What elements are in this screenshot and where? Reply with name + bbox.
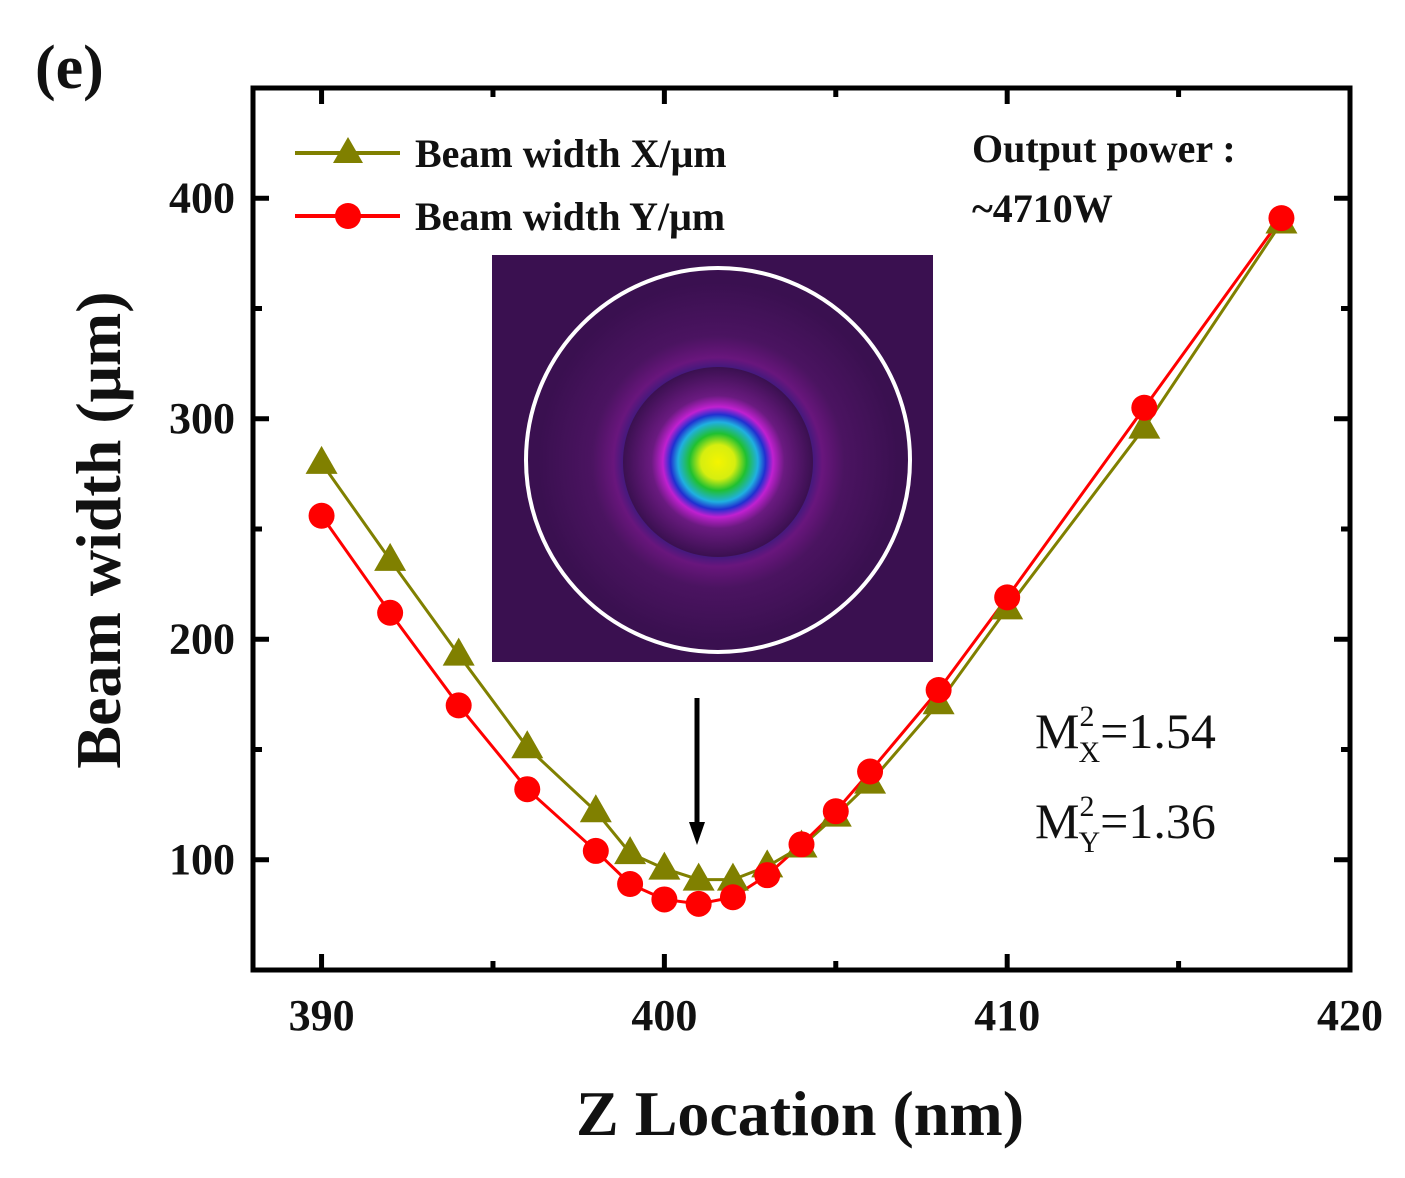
beam-circle-outline (524, 266, 912, 654)
beam-profile-inset (492, 255, 933, 662)
data-point-y (754, 862, 781, 889)
m2x-annotation: M2 X=1.54 (1035, 700, 1216, 769)
legend-label-x: Beam width X/μm (415, 131, 727, 176)
data-point-x (648, 851, 681, 880)
svg-text:M2X=1.54: M2 X=1.54 (1035, 700, 1216, 769)
data-point-y (514, 776, 541, 803)
data-point-y (377, 599, 404, 626)
data-point-y (582, 837, 609, 864)
x-tick-label: 400 (631, 991, 697, 1040)
svg-text:M2Y=1.36: M2 Y=1.36 (1035, 790, 1216, 859)
power-label: Output power : (972, 126, 1236, 171)
data-point-x (682, 862, 715, 891)
data-point-y (788, 831, 815, 858)
data-point-x (579, 794, 612, 823)
data-point-y (857, 758, 884, 785)
data-point-x (374, 542, 407, 571)
x-tick-label: 410 (974, 991, 1040, 1040)
data-point-y (445, 692, 472, 719)
data-point-y (308, 502, 335, 529)
data-point-y (1131, 394, 1158, 421)
y-tick-label: 300 (169, 394, 235, 443)
data-point-y (685, 890, 712, 917)
data-point-y (822, 798, 849, 825)
data-point-y (925, 676, 952, 703)
data-point-y (994, 584, 1021, 611)
m2y-annotation: M2 Y=1.36 (1035, 790, 1216, 859)
legend-circle-icon (335, 203, 361, 229)
data-point-x (716, 862, 749, 891)
data-point-y (1268, 205, 1295, 232)
power-value: ~4710W (972, 186, 1113, 231)
focus-arrow (689, 698, 705, 845)
data-point-x (305, 445, 338, 474)
data-point-x (442, 637, 475, 666)
legend: Beam width X/μm Beam width Y/μm (295, 131, 727, 239)
x-axis-label: Z Location (nm) (576, 1078, 1024, 1149)
data-point-x (614, 836, 647, 865)
x-tick-label: 420 (1317, 991, 1383, 1040)
legend-triangle-icon (333, 137, 363, 163)
panel-label: (e) (35, 34, 104, 102)
data-point-y (651, 886, 678, 913)
legend-label-y: Beam width Y/μm (415, 194, 725, 239)
y-tick-label: 400 (169, 173, 235, 222)
y-tick-label: 200 (169, 614, 235, 663)
y-tick-label: 100 (169, 835, 235, 884)
data-point-x (1128, 410, 1161, 439)
data-point-y (719, 884, 746, 911)
data-point-y (617, 871, 644, 898)
y-axis-label: Beam width (μm) (63, 291, 134, 768)
x-tick-label: 390 (289, 991, 355, 1040)
data-point-x (511, 730, 544, 759)
